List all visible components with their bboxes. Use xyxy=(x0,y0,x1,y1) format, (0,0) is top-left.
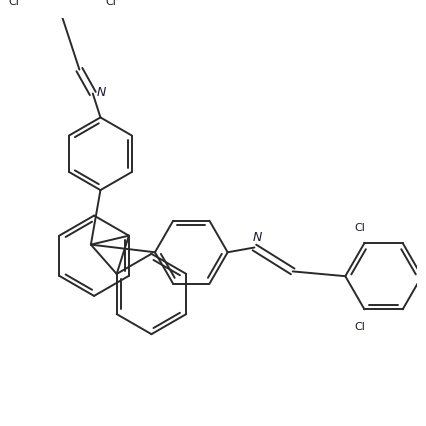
Text: N: N xyxy=(253,230,262,243)
Text: Cl: Cl xyxy=(8,0,19,7)
Text: Cl: Cl xyxy=(105,0,116,7)
Text: Cl: Cl xyxy=(354,321,365,331)
Text: N: N xyxy=(97,86,106,99)
Text: Cl: Cl xyxy=(354,222,365,232)
